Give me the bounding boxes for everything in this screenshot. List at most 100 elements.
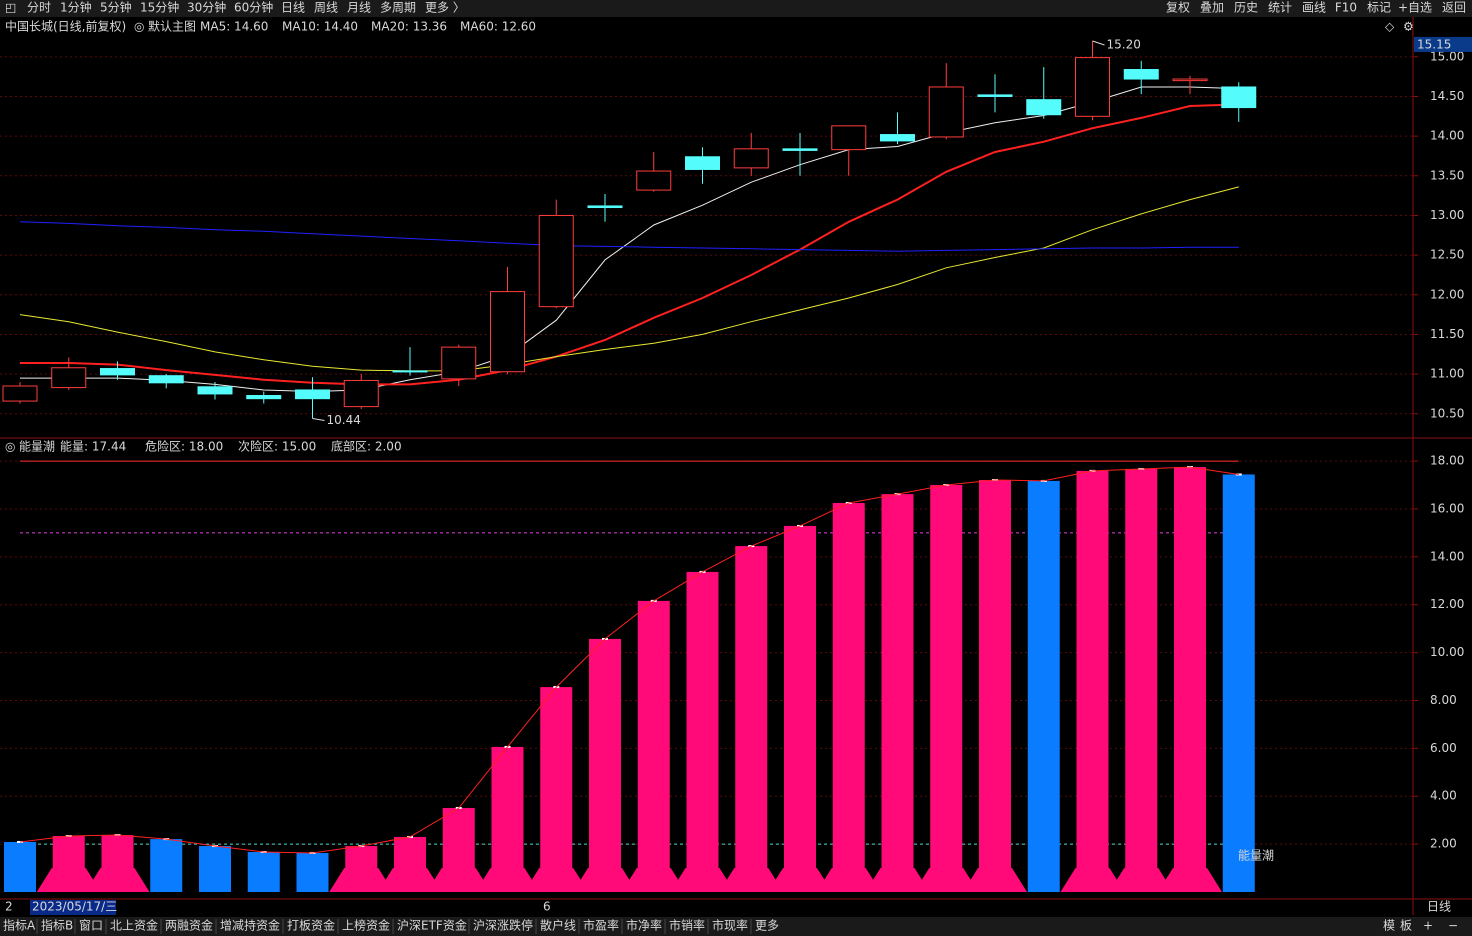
period-tab[interactable]: 更多 〉 [425, 1, 465, 15]
period-tab[interactable]: 分时 [27, 1, 51, 15]
bottom-tab[interactable]: 市盈率 [583, 918, 619, 933]
period-tab[interactable]: 月线 [347, 1, 371, 15]
bottom-tab[interactable]: 更多 [755, 919, 779, 933]
toolbar-action[interactable]: F10 [1335, 1, 1357, 15]
legend-entry: 能量: 17.44 [60, 440, 126, 454]
bottom-tab[interactable]: 两融资金 [165, 918, 213, 933]
level-legend: 底部区: 2.00 [331, 439, 402, 454]
indicator-icon: ◎ [5, 440, 15, 454]
toolbar-action[interactable]: +自选 [1398, 1, 1432, 15]
bottom-right-control[interactable]: − [1448, 919, 1458, 933]
period-tab[interactable]: 30分钟 [187, 0, 226, 15]
ma-line [19, 221, 1239, 252]
candle-body [490, 291, 525, 373]
bottom-tab[interactable]: 北上资金 [110, 918, 158, 933]
candle-body [148, 375, 184, 384]
last-price-box [1414, 36, 1472, 52]
ma-line [19, 186, 1239, 372]
toolbar-action[interactable]: 返回 [1442, 1, 1466, 15]
bar [442, 807, 475, 892]
bottom-tab[interactable]: 上榜资金 [342, 918, 390, 933]
month-label: 2 [5, 900, 13, 914]
corner-label: 能量潮 [1238, 848, 1274, 863]
bar [52, 835, 85, 892]
bottom-tab[interactable]: 打板资金 [287, 918, 335, 933]
legend-entry: MA20: 13.36 [371, 20, 447, 34]
y-tick-label: 11.50 [1430, 327, 1464, 341]
bottom-right-control[interactable]: 模 [1383, 919, 1395, 933]
level-legend: 危险区: 18.00 [145, 439, 223, 454]
y-tick-label: 10.00 [1430, 645, 1464, 659]
bar [1076, 470, 1109, 892]
candle-body [587, 205, 623, 209]
bar [1027, 480, 1060, 892]
toolbar-action[interactable]: 标记 [1367, 1, 1391, 15]
bottom-tab[interactable]: 增减持资金 [220, 918, 280, 933]
bar [832, 502, 865, 892]
bottom-right-control[interactable]: 板 [1400, 919, 1412, 933]
toolbar-action[interactable]: 画线 [1302, 1, 1326, 15]
period-tab[interactable]: 5分钟 [100, 0, 132, 15]
high-label: 15.20 [1107, 37, 1141, 51]
period-tab[interactable]: 日线 [281, 1, 305, 15]
candle-body [685, 156, 720, 170]
candle-body [1075, 57, 1110, 117]
legend-entry: MA60: 12.60 [460, 20, 536, 34]
bottom-tab[interactable]: 散户线 [540, 918, 576, 933]
bar [881, 494, 914, 892]
bottom-tab[interactable]: 沪深涨跌停 [473, 918, 533, 933]
high-arrow [1092, 40, 1105, 46]
cursor-date: 2023/05/17/三 [32, 900, 117, 914]
bottom-tab[interactable]: 窗口 [79, 919, 103, 933]
bar [589, 638, 621, 892]
bar [150, 839, 183, 892]
period-tab[interactable]: 60分钟 [234, 0, 273, 15]
legend-entry: MA10: 14.40 [282, 20, 358, 34]
legend-entry: MA5: 14.60 [200, 20, 268, 34]
bar [735, 546, 768, 892]
y-tick-label: 8.00 [1430, 693, 1457, 707]
y-tick-label: 13.00 [1430, 208, 1464, 222]
y-tick-label: 2.00 [1430, 837, 1457, 851]
candle-body [246, 395, 282, 400]
period-tab[interactable]: 15分钟 [140, 0, 179, 15]
toolbar-action[interactable]: 叠加 [1200, 1, 1224, 15]
bar [784, 525, 816, 892]
bottom-tab[interactable]: 市现率 [712, 918, 748, 933]
candle-body [880, 134, 915, 142]
candle-body [51, 367, 87, 389]
bottom-right-control[interactable]: + [1423, 919, 1433, 933]
bar [637, 600, 670, 892]
chart-title: 能量潮 [19, 439, 55, 454]
bottom-tab[interactable]: 指标A [3, 918, 36, 933]
candle-body [928, 86, 964, 138]
bar [394, 836, 426, 892]
bottom-tab[interactable]: 市销率 [669, 918, 705, 933]
bottom-tab[interactable]: 指标B [41, 918, 73, 933]
bar [1222, 474, 1255, 892]
period-tab[interactable]: 1分钟 [60, 0, 92, 15]
bottom-tab[interactable]: 市净率 [626, 918, 662, 933]
y-tick-label: 15.00 [1430, 49, 1464, 63]
candle-body [197, 386, 233, 395]
low-arrow [312, 418, 325, 422]
bar [296, 852, 329, 892]
candle-body [1221, 86, 1257, 109]
period-tab[interactable]: 周线 [314, 1, 338, 15]
candle-body [538, 214, 574, 308]
bar [4, 841, 36, 892]
bar [491, 746, 524, 892]
toolbar-action[interactable]: 复权 [1166, 1, 1190, 15]
toolbar-bg [0, 0, 1472, 17]
candle-body [782, 148, 818, 151]
bottom-tab[interactable]: 沪深ETF资金 [397, 918, 467, 933]
candle-body [100, 368, 135, 376]
level-legend: 次险区: 15.00 [238, 439, 316, 454]
toolbar-action[interactable]: 历史 [1234, 1, 1258, 15]
toolbar-action[interactable]: 统计 [1268, 1, 1292, 15]
bar [930, 485, 963, 892]
period-tab[interactable]: 多周期 [380, 1, 416, 15]
window-icon: ◰ [5, 1, 16, 15]
month-label: 6 [543, 900, 551, 914]
